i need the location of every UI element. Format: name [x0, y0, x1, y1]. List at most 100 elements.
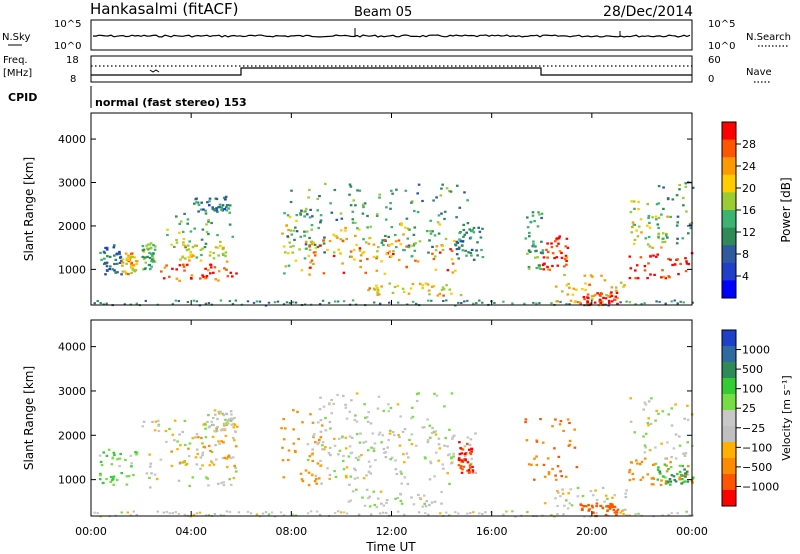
heatmap-cell	[381, 239, 384, 242]
heatmap-cell	[222, 484, 226, 487]
heatmap-cell	[456, 184, 459, 187]
heatmap-cell	[410, 443, 414, 446]
heatmap-cell	[314, 246, 318, 249]
heatmap-cell	[371, 432, 375, 435]
heatmap-cell	[643, 302, 646, 305]
heatmap-cell	[316, 443, 320, 446]
heatmap-cell	[438, 223, 441, 226]
heatmap-cell	[669, 465, 673, 469]
heatmap-cell	[314, 251, 317, 254]
heatmap-cell	[585, 505, 589, 508]
heatmap-cell	[359, 265, 362, 269]
heatmap-cell	[563, 504, 566, 507]
heatmap-cell	[442, 300, 445, 302]
heatmap-cell	[457, 464, 461, 467]
heatmap-cell	[674, 480, 678, 483]
heatmap-cell	[678, 444, 682, 447]
heatmap-cell	[671, 263, 674, 267]
y-tick-label: 4000	[58, 133, 86, 146]
heatmap-cell	[619, 281, 623, 284]
heatmap-cell	[209, 272, 212, 275]
heatmap-cell	[643, 401, 647, 404]
heatmap-cell	[613, 494, 617, 497]
colorbar-cell	[722, 442, 736, 459]
heatmap-cell	[414, 259, 417, 262]
heatmap-cell	[635, 264, 639, 267]
heatmap-cell	[170, 464, 174, 467]
heatmap-cell	[211, 207, 215, 211]
heatmap-cell	[378, 196, 381, 199]
heatmap-cell	[323, 236, 326, 239]
heatmap-cell	[327, 301, 331, 304]
heatmap-cell	[311, 448, 314, 451]
heatmap-cell	[407, 244, 411, 247]
heatmap-cell	[665, 232, 668, 236]
cpid-panel: CPID normal (fast stereo) 153	[8, 86, 247, 109]
heatmap-cell	[676, 473, 679, 476]
heatmap-cell	[175, 268, 178, 271]
heatmap-cell	[430, 432, 434, 435]
heatmap-cell	[365, 416, 369, 419]
heatmap-cell	[362, 441, 365, 444]
heatmap-cell	[318, 244, 322, 247]
heatmap-cell	[450, 457, 453, 460]
heatmap-cell	[96, 512, 99, 514]
heatmap-cell	[292, 428, 295, 431]
heatmap-cell	[461, 460, 465, 463]
heatmap-cell	[387, 235, 390, 238]
heatmap-cell	[416, 260, 420, 263]
heatmap-cell	[460, 471, 464, 474]
heatmap-cell	[315, 510, 319, 513]
heatmap-cell	[474, 432, 477, 435]
heatmap-cell	[337, 248, 340, 251]
heatmap-cell	[213, 266, 217, 269]
heatmap-cell	[224, 251, 228, 254]
heatmap-cell	[372, 449, 376, 452]
heatmap-cell	[484, 511, 487, 514]
heatmap-cell	[219, 410, 223, 413]
heatmap-cell	[330, 398, 333, 402]
heatmap-cell	[566, 418, 570, 421]
heatmap-cell	[424, 457, 427, 460]
heatmap-cell	[581, 507, 584, 510]
heatmap-cell	[102, 303, 105, 306]
heatmap-cell	[546, 256, 549, 259]
heatmap-cell	[222, 441, 225, 444]
heatmap-cell	[556, 490, 559, 493]
heatmap-cell	[396, 284, 400, 287]
heatmap-cell	[148, 476, 151, 479]
heatmap-cell	[228, 418, 231, 421]
heatmap-cell	[637, 208, 640, 211]
heatmap-cell	[458, 238, 461, 241]
heatmap-cell	[304, 243, 308, 246]
colorbar-tick-label: −25	[742, 422, 765, 435]
heatmap-cell	[282, 438, 286, 441]
heatmap-cell	[215, 209, 218, 212]
heatmap-cell	[532, 245, 536, 248]
heatmap-cell	[197, 210, 200, 213]
heatmap-cell	[629, 397, 632, 400]
heatmap-cell	[132, 264, 135, 267]
heatmap-cell	[355, 243, 358, 246]
heatmap-cell	[405, 217, 409, 220]
heatmap-cell	[644, 237, 648, 240]
heatmap-cell	[558, 423, 562, 426]
heatmap-cell	[670, 424, 674, 427]
heatmap-cell	[381, 434, 385, 437]
heatmap-cell	[214, 413, 217, 416]
heatmap-cell	[625, 300, 628, 303]
heatmap-cell	[194, 198, 198, 201]
heatmap-cell	[349, 204, 353, 207]
heatmap-cell	[113, 254, 116, 257]
heatmap-cell	[676, 258, 679, 261]
heatmap-cell	[470, 457, 473, 460]
heatmap-cell	[628, 255, 632, 258]
heatmap-cell	[183, 513, 187, 516]
heatmap-cell	[186, 222, 189, 225]
heatmap-cell	[410, 244, 413, 248]
heatmap-cell	[470, 254, 473, 257]
heatmap-cell	[348, 410, 352, 413]
y-tick-label: 2000	[58, 429, 86, 442]
heatmap-cell	[534, 245, 537, 248]
heatmap-cell	[264, 511, 268, 514]
